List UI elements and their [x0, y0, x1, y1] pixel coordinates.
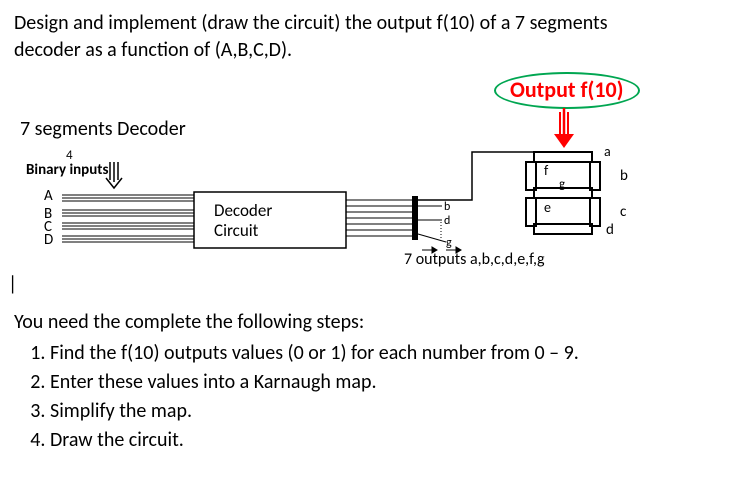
- steps-intro: You need the complete the following step…: [14, 310, 731, 334]
- seg-g: g: [559, 177, 565, 192]
- text-cursor-icon: |: [8, 272, 17, 296]
- bus-to-display: [418, 152, 564, 200]
- step-4: Draw the circuit.: [50, 427, 731, 454]
- circuit-svg: 4 Binary inputs A B C D Decoder Circuit: [14, 72, 714, 292]
- seg-f: f: [544, 162, 549, 179]
- question-text: Design and implement (draw the circuit) …: [14, 10, 731, 64]
- seg-b: b: [620, 167, 628, 185]
- seg-c: c: [620, 203, 627, 221]
- outputs-caption: 7 outputs a,b,c,d,e,f,g: [404, 250, 545, 269]
- steps-list: Find the f(10) outputs values (0 or 1) f…: [22, 340, 731, 454]
- input-wires: [62, 195, 194, 242]
- question-line1: Design and implement (draw the circuit) …: [14, 11, 608, 35]
- decoder-box-line2: Circuit: [214, 220, 259, 241]
- red-arrow-icon: [554, 108, 574, 148]
- bus-bar: [412, 196, 418, 240]
- in-A: A: [44, 187, 53, 205]
- step-1: Find the f(10) outputs values (0 or 1) f…: [50, 340, 731, 367]
- binary-inputs-label: Binary inputs: [26, 161, 108, 179]
- mid-g: g: [446, 236, 452, 250]
- diagram: Output f(10) 7 segments Decoder 4 Binary…: [14, 72, 714, 292]
- output-wire-bundle: [346, 200, 414, 236]
- seg-a: a: [604, 143, 611, 160]
- mid-b: b: [444, 200, 450, 214]
- seg-e: e: [544, 199, 551, 216]
- labeled-outputs: [418, 206, 446, 242]
- seg-d: d: [606, 221, 614, 239]
- mid-d: d: [444, 214, 450, 228]
- step-3: Simplify the map.: [50, 398, 731, 425]
- decoder-box-line1: Decoder: [214, 200, 272, 221]
- step-2: Enter these values into a Karnaugh map.: [50, 369, 731, 396]
- in-D: D: [44, 231, 53, 249]
- seven-seg-display: [526, 152, 600, 234]
- question-line2: decoder as a function of (A,B,C,D).: [14, 38, 292, 62]
